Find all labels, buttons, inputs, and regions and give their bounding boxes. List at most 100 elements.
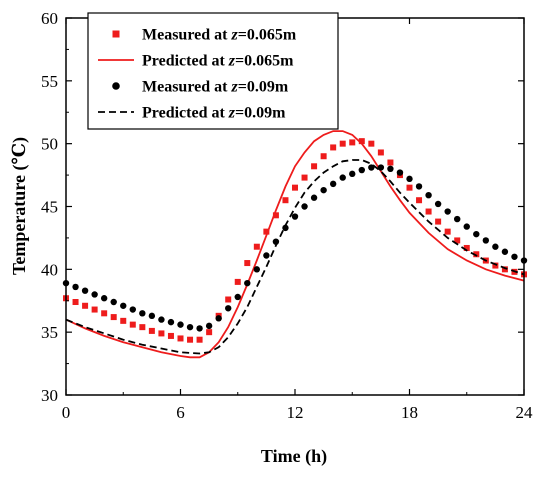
data-point — [91, 291, 98, 298]
data-point — [158, 330, 165, 337]
legend-label: Predicted at z=0.09m — [142, 105, 286, 122]
data-point — [120, 302, 127, 309]
data-point — [454, 215, 461, 223]
data-point — [310, 194, 318, 201]
data-point — [139, 324, 146, 331]
data-point — [339, 174, 346, 181]
data-point — [501, 248, 509, 255]
data-point — [129, 306, 136, 313]
data-point — [177, 335, 184, 342]
data-point — [244, 279, 251, 287]
data-point — [91, 306, 98, 313]
data-point — [501, 266, 508, 273]
data-point — [339, 140, 346, 147]
data-point — [234, 278, 241, 285]
data-point — [463, 244, 470, 251]
data-point — [434, 200, 442, 208]
legend-label: Measured at z=0.09m — [142, 79, 289, 96]
data-point — [416, 197, 423, 204]
data-point — [444, 228, 451, 235]
data-point — [406, 175, 413, 183]
data-point — [82, 302, 89, 309]
data-point — [358, 166, 365, 174]
legend-box — [87, 12, 339, 130]
series-4 — [65, 159, 525, 355]
data-point — [225, 296, 232, 303]
data-point — [349, 139, 356, 146]
legend-marker-swatch — [112, 30, 120, 38]
data-point — [263, 228, 270, 235]
data-point — [425, 208, 432, 215]
data-point — [435, 218, 442, 225]
data-point — [473, 251, 480, 258]
data-point — [301, 174, 308, 181]
legend-item-3: Measured at z=0.09m — [112, 79, 289, 96]
legend-item-4: Predicted at z=0.09m — [98, 105, 286, 122]
data-point — [473, 230, 480, 238]
y-tick-label: 40 — [41, 260, 58, 279]
x-axis-title: Time (h) — [261, 446, 327, 467]
legend-item-2: Predicted at z=0.065m — [98, 53, 294, 70]
legend-marker-swatch — [112, 82, 120, 90]
data-point — [206, 329, 213, 336]
data-point — [320, 186, 327, 194]
y-tick-label: 55 — [41, 72, 58, 91]
data-point — [101, 310, 108, 317]
data-point — [72, 283, 79, 291]
x-tick-label: 18 — [401, 403, 418, 422]
data-point — [148, 312, 156, 320]
data-point — [349, 170, 356, 178]
data-point — [186, 323, 194, 331]
data-point — [72, 299, 79, 306]
data-point — [120, 317, 127, 324]
data-point — [272, 212, 279, 219]
legend-label: Predicted at z=0.065m — [142, 53, 294, 70]
data-point — [282, 197, 289, 204]
data-point — [482, 237, 490, 244]
data-point — [492, 243, 499, 250]
data-point — [81, 287, 89, 294]
data-point — [291, 213, 299, 220]
data-point — [177, 321, 184, 328]
x-tick-label: 12 — [287, 403, 304, 422]
data-point — [368, 140, 375, 147]
y-tick-label: 60 — [41, 9, 58, 28]
data-point — [329, 180, 337, 188]
data-point — [129, 321, 136, 328]
data-point — [215, 315, 222, 322]
data-point — [100, 295, 108, 302]
legend: Measured at z=0.065m Predicted at z=0.065… — [87, 12, 339, 130]
data-point — [167, 318, 175, 326]
data-point — [301, 203, 308, 210]
chart-marks — [62, 130, 528, 359]
data-point — [387, 159, 394, 166]
data-point — [196, 336, 203, 343]
series-2 — [65, 130, 525, 359]
data-point — [415, 183, 423, 190]
data-point — [187, 336, 194, 343]
x-tick-label: 0 — [62, 403, 71, 422]
data-point — [139, 310, 146, 317]
x-tick-label: 6 — [176, 403, 185, 422]
data-point — [196, 325, 203, 332]
series-line-4 — [65, 159, 525, 355]
y-tick-label: 45 — [41, 198, 58, 217]
data-point — [387, 165, 394, 172]
data-point — [292, 184, 298, 191]
data-point — [110, 314, 117, 321]
data-point — [225, 305, 232, 312]
data-point — [110, 298, 117, 306]
data-point — [330, 144, 337, 151]
y-axis-title: Temperature (℃) — [9, 137, 30, 275]
data-point — [253, 266, 261, 273]
data-point — [253, 243, 260, 250]
data-point — [148, 327, 155, 334]
data-point — [425, 191, 432, 199]
data-point — [167, 332, 174, 339]
data-point — [234, 293, 241, 301]
data-point — [263, 252, 270, 259]
legend-label: Measured at z=0.065m — [142, 27, 297, 44]
data-point — [406, 184, 413, 191]
